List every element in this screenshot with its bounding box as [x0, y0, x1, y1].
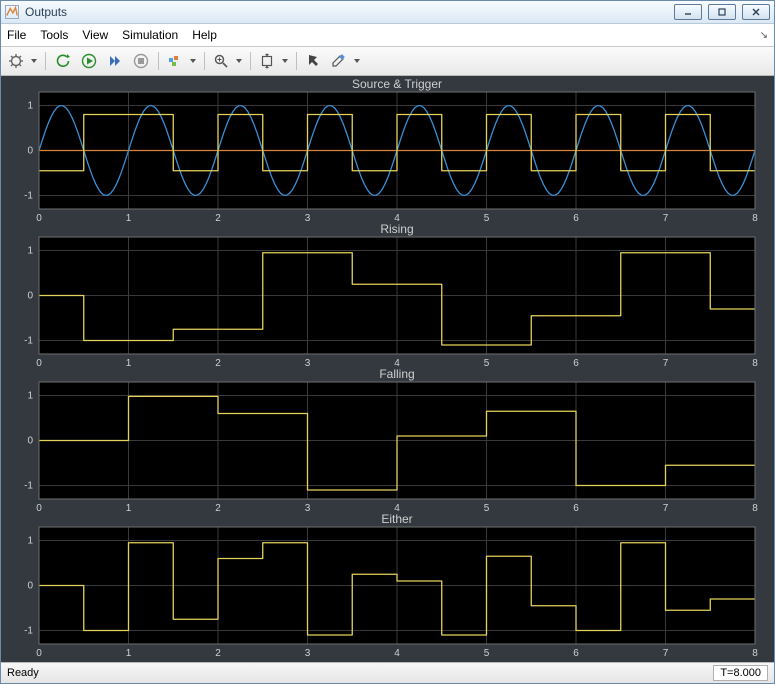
svg-text:6: 6 [573, 213, 579, 224]
menu-simulation[interactable]: Simulation [122, 28, 178, 42]
signal-selector-button[interactable] [164, 50, 199, 72]
window-title: Outputs [25, 5, 674, 19]
svg-text:0: 0 [27, 436, 33, 447]
svg-text:0: 0 [36, 358, 42, 369]
maximize-button[interactable] [708, 4, 736, 20]
svg-text:1: 1 [126, 648, 132, 659]
svg-text:2: 2 [215, 648, 221, 659]
svg-text:0: 0 [36, 213, 42, 224]
scope-area[interactable]: Source & Trigger-101012345678Rising-1010… [1, 76, 774, 662]
scope-window: Outputs File Tools View Simulation Help … [0, 0, 775, 684]
svg-text:3: 3 [305, 213, 311, 224]
svg-text:-1: -1 [24, 336, 33, 347]
run-button[interactable] [77, 50, 101, 72]
svg-text:0: 0 [36, 648, 42, 659]
svg-text:7: 7 [663, 503, 669, 514]
zoom-button[interactable] [210, 50, 245, 72]
svg-text:1: 1 [126, 358, 132, 369]
svg-text:5: 5 [484, 358, 490, 369]
svg-text:7: 7 [663, 213, 669, 224]
svg-text:6: 6 [573, 358, 579, 369]
svg-text:7: 7 [663, 648, 669, 659]
titlebar[interactable]: Outputs [1, 1, 774, 24]
svg-text:0: 0 [36, 503, 42, 514]
svg-text:0: 0 [27, 581, 33, 592]
menu-file[interactable]: File [7, 28, 26, 42]
svg-text:Falling: Falling [379, 367, 414, 381]
svg-text:2: 2 [215, 358, 221, 369]
autoscale-button[interactable] [256, 50, 291, 72]
svg-text:1: 1 [27, 536, 33, 547]
svg-text:5: 5 [484, 213, 490, 224]
menu-help[interactable]: Help [192, 28, 217, 42]
svg-text:-1: -1 [24, 481, 33, 492]
svg-text:5: 5 [484, 503, 490, 514]
svg-text:-1: -1 [24, 626, 33, 637]
menu-tools[interactable]: Tools [40, 28, 68, 42]
svg-text:1: 1 [27, 246, 33, 257]
svg-text:1: 1 [27, 101, 33, 112]
svg-text:1: 1 [27, 391, 33, 402]
svg-text:3: 3 [305, 503, 311, 514]
status-ready: Ready [7, 667, 39, 679]
svg-text:5: 5 [484, 648, 490, 659]
svg-text:7: 7 [663, 358, 669, 369]
svg-text:2: 2 [215, 213, 221, 224]
close-button[interactable] [742, 4, 770, 20]
svg-text:8: 8 [752, 648, 758, 659]
toolbar-overflow-icon[interactable]: ↘ [760, 30, 768, 41]
menubar: File Tools View Simulation Help ↘ [1, 24, 774, 47]
highlight-button[interactable] [328, 50, 363, 72]
svg-text:Either: Either [381, 512, 412, 526]
svg-text:0: 0 [27, 146, 33, 157]
status-time: T=8.000 [713, 665, 768, 681]
svg-text:Source & Trigger: Source & Trigger [352, 77, 442, 91]
svg-text:Rising: Rising [380, 222, 413, 236]
step-forward-button[interactable] [103, 50, 127, 72]
configure-button[interactable] [5, 50, 40, 72]
svg-text:6: 6 [573, 648, 579, 659]
svg-text:0: 0 [27, 291, 33, 302]
matlab-icon [5, 5, 19, 19]
svg-text:3: 3 [305, 648, 311, 659]
svg-text:1: 1 [126, 503, 132, 514]
svg-text:8: 8 [752, 213, 758, 224]
svg-text:3: 3 [305, 358, 311, 369]
toolbar [1, 47, 774, 76]
stop-button[interactable] [129, 50, 153, 72]
svg-text:2: 2 [215, 503, 221, 514]
svg-text:1: 1 [126, 213, 132, 224]
svg-text:8: 8 [752, 503, 758, 514]
cursor-measure-button[interactable] [302, 50, 326, 72]
restart-button[interactable] [51, 50, 75, 72]
menu-view[interactable]: View [82, 28, 108, 42]
svg-text:4: 4 [394, 648, 400, 659]
minimize-button[interactable] [674, 4, 702, 20]
svg-text:-1: -1 [24, 191, 33, 202]
statusbar: Ready T=8.000 [1, 662, 774, 683]
svg-text:6: 6 [573, 503, 579, 514]
svg-text:8: 8 [752, 358, 758, 369]
scope-canvas: Source & Trigger-101012345678Rising-1010… [1, 76, 774, 662]
